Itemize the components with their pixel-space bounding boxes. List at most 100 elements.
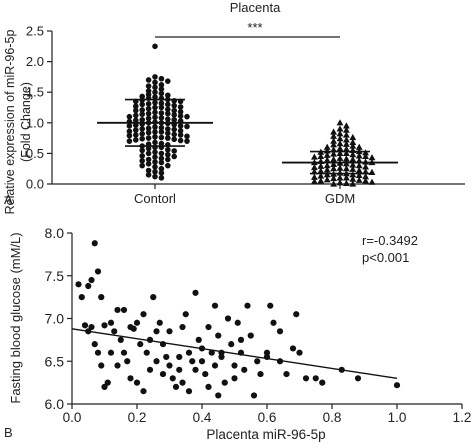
panel-b-point bbox=[276, 328, 284, 335]
panel-a-errorbars bbox=[97, 98, 398, 175]
panel-a: Placenta Relative expression of miR-96-5… bbox=[3, 0, 465, 214]
panel-a-point bbox=[368, 178, 376, 185]
panel-a-point bbox=[343, 122, 350, 129]
panel-a-point bbox=[343, 131, 350, 138]
panel-a-point bbox=[165, 126, 171, 132]
panel-a-point bbox=[133, 112, 139, 119]
panel-b-xtick-label: 1.2 bbox=[453, 410, 472, 425]
panel-b-point bbox=[192, 289, 199, 296]
panel-b-point bbox=[224, 315, 232, 322]
panel-b-point bbox=[289, 345, 297, 352]
panel-b-point bbox=[179, 323, 186, 331]
panel-a-point bbox=[158, 129, 165, 135]
panel-a-point bbox=[177, 113, 184, 119]
panel-a-point bbox=[330, 180, 337, 187]
panel-a-point bbox=[165, 106, 171, 113]
panel-b-point bbox=[85, 282, 92, 290]
panel-a-axes: 0.0 0.5 1.0 1.5 2.0 2.5 Contorl GDM bbox=[26, 24, 465, 206]
panel-b-point bbox=[192, 366, 199, 373]
panel-b-point bbox=[101, 322, 108, 329]
panel-a-point bbox=[171, 136, 177, 143]
panel-a-point bbox=[133, 137, 139, 143]
panel-a-point bbox=[158, 90, 165, 97]
panel-a-point bbox=[145, 150, 152, 157]
panel-b-point bbox=[244, 302, 251, 309]
panel-b-point bbox=[215, 392, 222, 399]
panel-a-point bbox=[349, 138, 357, 145]
panel-b-point bbox=[117, 336, 124, 343]
panel-a-point bbox=[177, 132, 184, 138]
panel-a-point bbox=[184, 133, 190, 140]
panel-b-ytick-label: 7.5 bbox=[45, 268, 65, 284]
panel-a-point bbox=[133, 127, 139, 133]
panel-b-ytick-label: 6.0 bbox=[45, 396, 65, 412]
panel-a-point bbox=[145, 115, 152, 122]
panel-a-point bbox=[152, 159, 158, 165]
panel-a-point bbox=[355, 171, 363, 179]
panel-a-point bbox=[165, 92, 171, 99]
panel-a-ylabel-line2: (Fold Change) bbox=[19, 82, 33, 162]
panel-a-point bbox=[145, 110, 152, 117]
panel-a-point bbox=[158, 82, 165, 88]
panel-a-point bbox=[152, 43, 158, 50]
panel-a-point bbox=[355, 162, 363, 169]
panel-a-point bbox=[165, 146, 171, 153]
panel-a-point bbox=[362, 177, 369, 184]
panel-b-point bbox=[237, 336, 245, 343]
panel-a-point bbox=[165, 130, 171, 137]
panel-a-point bbox=[330, 165, 337, 172]
panel-a-point bbox=[152, 168, 158, 175]
panel-a-point bbox=[145, 167, 152, 174]
panel-b-point bbox=[211, 362, 219, 369]
panel-a-point bbox=[343, 145, 350, 152]
panel-a-point bbox=[158, 86, 165, 92]
panel-b-regression-line bbox=[71, 328, 398, 380]
panel-a-point bbox=[152, 94, 158, 100]
panel-a-title: Placenta bbox=[230, 0, 281, 15]
panel-a-point bbox=[343, 126, 350, 133]
panel-a-point bbox=[362, 163, 369, 170]
panel-a-point bbox=[171, 107, 177, 114]
panel-b-point bbox=[263, 349, 271, 356]
panel-a-letter: A bbox=[4, 192, 13, 207]
panel-a-point bbox=[349, 165, 357, 172]
panel-a-point bbox=[133, 122, 139, 129]
panel-a-point bbox=[126, 132, 133, 139]
panel-a-point bbox=[343, 140, 350, 147]
panel-a-point bbox=[343, 174, 350, 181]
panel-a-point bbox=[158, 100, 165, 107]
panel-a-point bbox=[165, 135, 171, 141]
panel-a-point bbox=[362, 152, 369, 160]
panel-a-ytick-label: 0.0 bbox=[26, 177, 44, 192]
panel-b-point bbox=[302, 375, 310, 382]
panel-a-category-label: GDM bbox=[325, 191, 355, 206]
panel-b-ytick-label: 6.5 bbox=[45, 353, 65, 369]
panel-a-point bbox=[311, 173, 318, 180]
panel-b-point bbox=[166, 362, 173, 369]
panel-b-point bbox=[247, 332, 254, 339]
panel-b-ytick-label: 7.0 bbox=[45, 311, 65, 327]
panel-a-point bbox=[330, 174, 337, 182]
panel-a-point bbox=[368, 154, 376, 161]
panel-a-point bbox=[139, 153, 145, 159]
panel-a-point bbox=[165, 151, 171, 158]
panel-a-points bbox=[126, 43, 376, 187]
panel-a-point bbox=[336, 119, 344, 126]
panel-b-point bbox=[153, 328, 160, 335]
panel-a-point bbox=[323, 176, 331, 183]
panel-b-point bbox=[293, 311, 300, 318]
panel-b-point bbox=[176, 353, 183, 361]
panel-b-point bbox=[98, 294, 105, 301]
panel-b-point bbox=[312, 375, 319, 382]
panel-a-point bbox=[139, 135, 145, 142]
panel-a-point bbox=[184, 113, 190, 120]
panel-b-point bbox=[205, 383, 212, 390]
panel-a-point bbox=[349, 151, 357, 158]
panel-a-point bbox=[165, 110, 171, 117]
panel-b-point bbox=[156, 319, 163, 326]
panel-a-ytick-label: 1.0 bbox=[26, 115, 44, 130]
panel-a-point bbox=[336, 135, 344, 142]
panel-b-point bbox=[133, 319, 141, 326]
panel-b-point bbox=[241, 366, 248, 373]
